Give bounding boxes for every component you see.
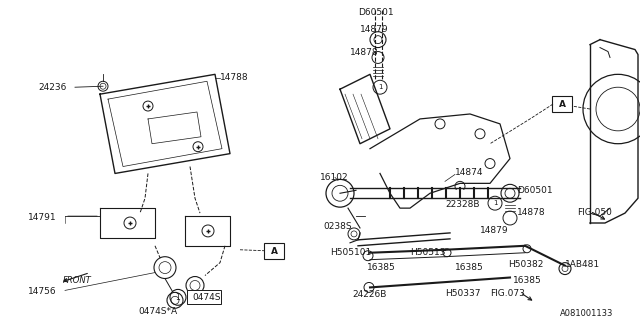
Text: A081001133: A081001133: [560, 309, 613, 318]
Text: 14788: 14788: [220, 73, 248, 82]
Text: 1: 1: [378, 84, 382, 90]
Text: 16102: 16102: [320, 173, 349, 182]
FancyBboxPatch shape: [552, 96, 572, 112]
Text: D60501: D60501: [358, 8, 394, 17]
FancyBboxPatch shape: [187, 290, 221, 304]
Text: 14756: 14756: [28, 287, 56, 296]
Text: FIG.073: FIG.073: [490, 289, 525, 299]
Text: 22328B: 22328B: [445, 200, 479, 209]
Text: 16385: 16385: [513, 276, 541, 284]
Text: 24236: 24236: [38, 83, 67, 92]
Text: A: A: [559, 100, 566, 109]
Text: H50382: H50382: [508, 260, 543, 269]
Text: 1: 1: [175, 293, 180, 302]
Text: H50337: H50337: [445, 289, 481, 299]
Text: A: A: [271, 247, 278, 256]
Text: 1AB481: 1AB481: [565, 260, 600, 269]
Text: 14791: 14791: [28, 213, 56, 222]
Text: 14879: 14879: [480, 226, 509, 235]
Text: FIG.050: FIG.050: [577, 208, 612, 217]
Text: 16385: 16385: [455, 263, 484, 272]
Text: 14874: 14874: [455, 169, 483, 178]
FancyBboxPatch shape: [264, 243, 284, 259]
Text: 14879: 14879: [360, 25, 388, 34]
Text: FRONT: FRONT: [63, 276, 92, 284]
Text: 14878: 14878: [517, 208, 546, 217]
Text: D60501: D60501: [517, 186, 552, 195]
Text: 24226B: 24226B: [352, 290, 387, 300]
Text: 0474S*A: 0474S*A: [138, 307, 177, 316]
Text: H505101: H505101: [330, 248, 371, 257]
Text: 0238S: 0238S: [323, 222, 351, 231]
Text: 0474S: 0474S: [192, 293, 221, 302]
Text: 1: 1: [493, 200, 497, 206]
Text: 16385: 16385: [367, 263, 396, 272]
Text: H50513: H50513: [410, 248, 445, 257]
Text: 14878: 14878: [350, 48, 379, 57]
